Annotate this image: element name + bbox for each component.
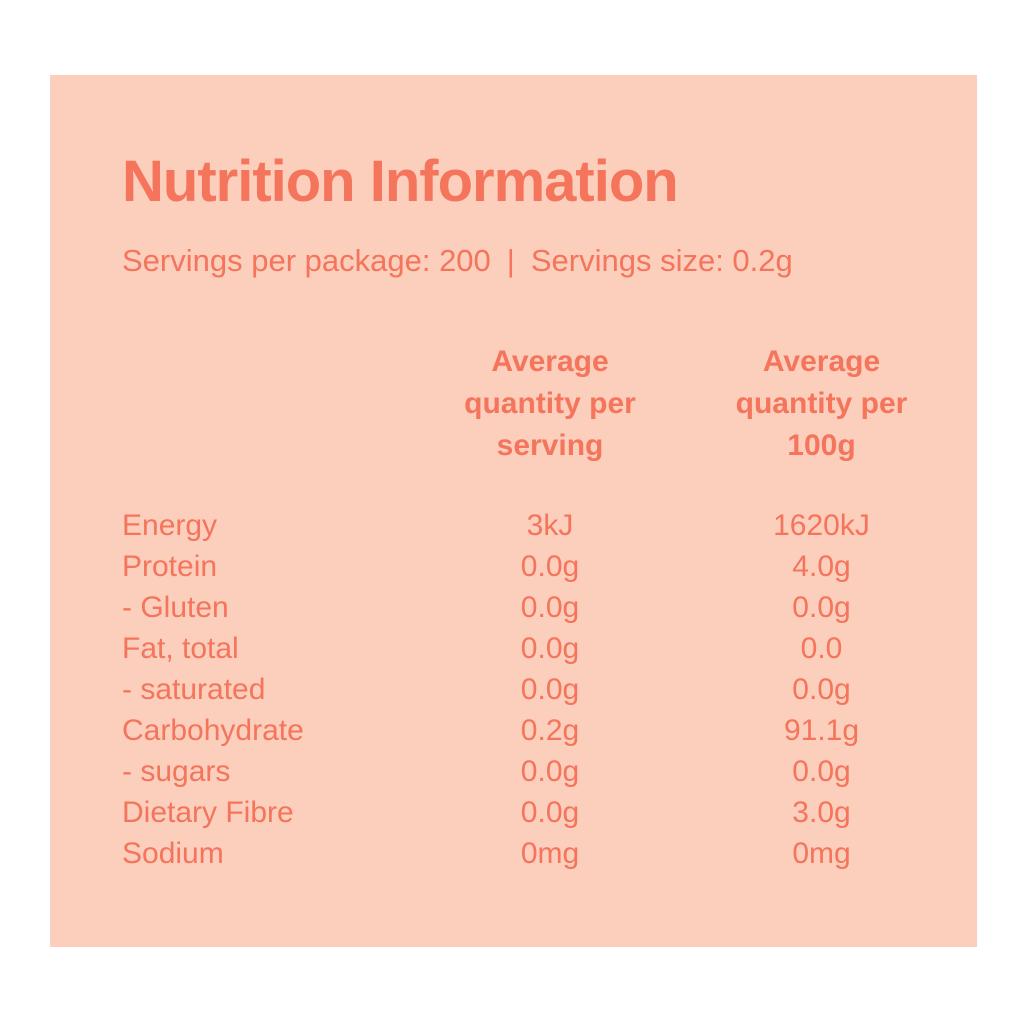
- serving-size: Servings size: 0.2g: [530, 243, 793, 278]
- per-100g-value: 0.0g: [792, 673, 851, 706]
- servings-line: Servings per package: 200 | Servings siz…: [122, 243, 793, 279]
- column-header-per-100g: Average quantity per 100g: [735, 345, 908, 462]
- nutrient-label: Dietary Fibre: [122, 796, 294, 829]
- column-header-per-serving: Average quantity per serving: [464, 345, 636, 462]
- per-100g-value: 3.0g: [792, 796, 851, 829]
- nutrient-label: Fat, total: [122, 632, 239, 665]
- page-title: Nutrition Information: [122, 149, 679, 214]
- nutrient-label: - sugars: [122, 755, 231, 788]
- per-serving-value: 0.0g: [520, 591, 580, 624]
- nutrient-label: Sodium: [122, 837, 224, 870]
- per-100g-value: 91.1g: [783, 714, 860, 747]
- nutrient-label: Carbohydrate: [122, 714, 304, 747]
- nutrition-panel: Nutrition Information Servings per packa…: [50, 75, 977, 947]
- nutrient-label: - saturated: [122, 673, 266, 706]
- nutrition-table: Average quantity per serving Average qua…: [122, 341, 965, 874]
- per-100g-value: 0.0g: [792, 591, 851, 624]
- nutrient-label: - Gluten: [122, 591, 229, 624]
- per-serving-value: 0.0g: [520, 550, 580, 583]
- nutrient-label: Energy: [122, 509, 218, 542]
- per-100g-value: 4.0g: [792, 550, 851, 583]
- per-serving-value: 0mg: [520, 837, 580, 870]
- servings-divider: |: [506, 243, 515, 278]
- per-100g-value: 0mg: [792, 837, 851, 870]
- per-serving-value: 3kJ: [526, 509, 574, 542]
- per-100g-value: 1620kJ: [773, 509, 870, 542]
- nutrient-label: Protein: [122, 550, 218, 583]
- per-serving-value: 0.0g: [520, 632, 580, 665]
- per-serving-value: 0.2g: [520, 714, 580, 747]
- per-serving-value: 0.0g: [520, 755, 580, 788]
- per-serving-value: 0.0g: [520, 673, 580, 706]
- per-100g-value: 0.0g: [792, 755, 851, 788]
- per-100g-value: 0.0: [800, 632, 843, 665]
- per-serving-value: 0.0g: [520, 796, 580, 829]
- servings-per-package: Servings per package: 200: [122, 243, 491, 278]
- column-header-spacer: [122, 341, 422, 505]
